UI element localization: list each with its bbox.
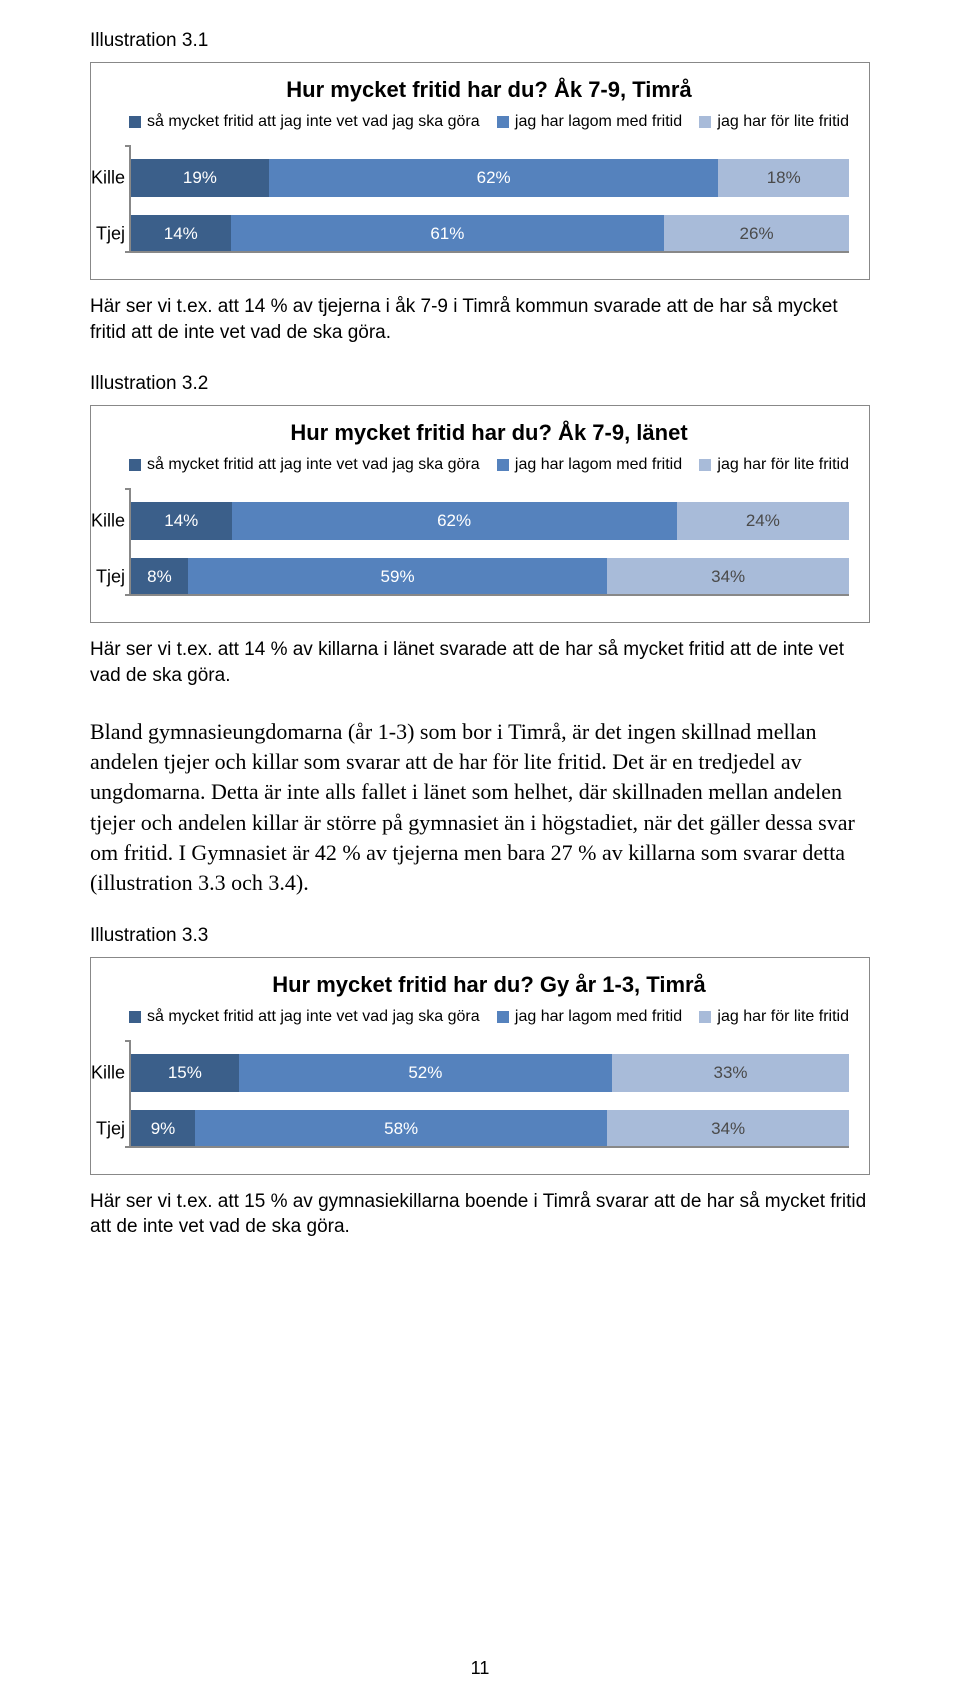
legend-swatch-icon [129,1011,141,1023]
bar-row: Kille 14%62%24% [131,502,849,540]
chart-title: Hur mycket fritid har du? Gy år 1-3, Tim… [129,972,849,998]
bar-segment: 52% [239,1054,612,1092]
bar-segment: 15% [131,1054,239,1092]
legend-item: jag har för lite fritid [699,113,849,131]
axis-baseline [131,594,849,596]
axis-tick-icon [125,1040,131,1042]
bar-segment: 61% [231,215,665,253]
bar-segment: 34% [607,558,849,596]
chart-legend: så mycket fritid att jag inte vet vad ja… [129,1008,849,1026]
chart-title: Hur mycket fritid har du? Åk 7-9, Timrå [129,77,849,103]
bar-label: Kille [81,1062,125,1083]
legend-swatch-icon [497,1011,509,1023]
legend-swatch-icon [699,1011,711,1023]
axis-baseline [131,1146,849,1148]
page: Illustration 3.1 Hur mycket fritid har d… [0,0,960,1687]
chart-caption: Här ser vi t.ex. att 14 % av tjejerna i … [90,294,870,345]
legend-text: jag har för lite fritid [717,1008,849,1026]
bar-segment: 59% [188,558,607,596]
bar-segment: 14% [131,215,231,253]
legend-swatch-icon [129,459,141,471]
bar-label: Kille [81,168,125,189]
bar-segment: 18% [718,159,849,197]
legend-item: jag har lagom med fritid [497,456,682,474]
legend-item: så mycket fritid att jag inte vet vad ja… [129,113,480,131]
chart-legend: så mycket fritid att jag inte vet vad ja… [129,113,849,131]
chart-legend: så mycket fritid att jag inte vet vad ja… [129,456,849,474]
bar-row: Kille 15%52%33% [131,1054,849,1092]
bar-segment: 19% [131,159,269,197]
page-number: 11 [0,1658,960,1679]
bar-row: Tjej 9%58%34% [131,1110,849,1148]
chart-1: Hur mycket fritid har du? Åk 7-9, Timrå … [90,62,870,280]
legend-text: jag har för lite fritid [717,456,849,474]
bar-segment: 8% [131,558,188,596]
chart-2: Hur mycket fritid har du? Åk 7-9, länet … [90,405,870,623]
illustration-label: Illustration 3.2 [90,373,870,395]
body-paragraph: Bland gymnasieungdomarna (år 1-3) som bo… [90,717,870,899]
legend-text: jag har lagom med fritid [515,456,682,474]
axis-tick-icon [125,145,131,147]
legend-text: jag har lagom med fritid [515,1008,682,1026]
legend-swatch-icon [497,116,509,128]
bar-label: Tjej [81,224,125,245]
legend-text: så mycket fritid att jag inte vet vad ja… [147,456,480,474]
chart-title: Hur mycket fritid har du? Åk 7-9, länet [129,420,849,446]
chart-plot-area: Kille 19%62%18% Tjej 14%61%26% [129,145,849,253]
bar-row: Kille 19%62%18% [131,159,849,197]
chart-plot-area: Kille 15%52%33% Tjej 9%58%34% [129,1040,849,1148]
legend-swatch-icon [699,116,711,128]
axis-baseline [131,251,849,253]
illustration-label: Illustration 3.3 [90,925,870,947]
legend-swatch-icon [699,459,711,471]
chart-caption: Här ser vi t.ex. att 15 % av gymnasiekil… [90,1189,870,1240]
legend-text: jag har för lite fritid [717,113,849,131]
legend-item: jag har lagom med fritid [497,1008,682,1026]
legend-item: så mycket fritid att jag inte vet vad ja… [129,456,480,474]
legend-swatch-icon [497,459,509,471]
legend-text: så mycket fritid att jag inte vet vad ja… [147,1008,480,1026]
bar-row: Tjej 14%61%26% [131,215,849,253]
bar-segment: 33% [612,1054,849,1092]
bar-label: Tjej [81,1118,125,1139]
bar-segment: 62% [232,502,677,540]
bar-label: Kille [81,511,125,532]
bar-segment: 26% [664,215,849,253]
chart-caption: Här ser vi t.ex. att 14 % av killarna i … [90,637,870,688]
bar-segment: 14% [131,502,232,540]
bar-segment: 24% [677,502,849,540]
legend-text: så mycket fritid att jag inte vet vad ja… [147,113,480,131]
axis-tick-icon [125,488,131,490]
bar-segment: 34% [607,1110,849,1148]
legend-item: så mycket fritid att jag inte vet vad ja… [129,1008,480,1026]
chart-plot-area: Kille 14%62%24% Tjej 8%59%34% [129,488,849,596]
legend-swatch-icon [129,116,141,128]
bar-segment: 62% [269,159,719,197]
legend-item: jag har lagom med fritid [497,113,682,131]
legend-text: jag har lagom med fritid [515,113,682,131]
bar-label: Tjej [81,567,125,588]
legend-item: jag har för lite fritid [699,456,849,474]
bar-row: Tjej 8%59%34% [131,558,849,596]
bar-segment: 9% [131,1110,195,1148]
legend-item: jag har för lite fritid [699,1008,849,1026]
chart-3: Hur mycket fritid har du? Gy år 1-3, Tim… [90,957,870,1175]
illustration-label: Illustration 3.1 [90,30,870,52]
bar-segment: 58% [195,1110,607,1148]
